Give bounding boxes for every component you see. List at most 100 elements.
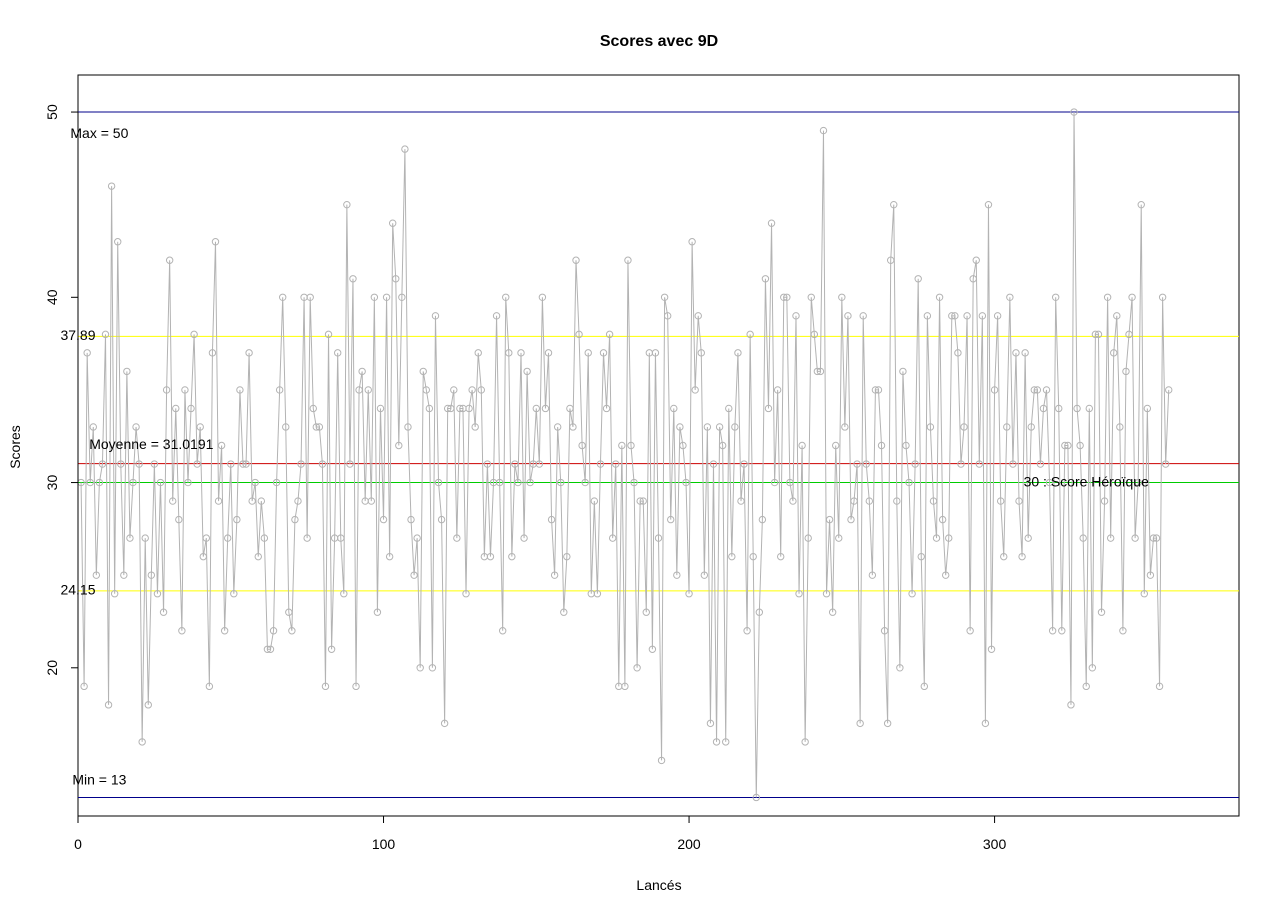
data-point (810, 330, 819, 339)
data-point (92, 571, 101, 579)
data-point (1113, 312, 1121, 320)
data-point (1094, 330, 1103, 339)
data-point (633, 664, 641, 672)
data-point (676, 423, 684, 431)
reference-lines (78, 111, 1239, 798)
data-point (584, 349, 592, 357)
data-point (1064, 441, 1072, 450)
data-point (969, 275, 977, 283)
data-point (712, 738, 721, 746)
data-point (667, 515, 675, 524)
data-point (159, 608, 168, 616)
data-point (926, 423, 935, 431)
data-point (434, 478, 443, 487)
data-point (327, 645, 336, 653)
data-point (1033, 386, 1042, 394)
data-point (107, 182, 116, 190)
data-point (306, 293, 314, 301)
data-point (1165, 386, 1173, 394)
data-point (1149, 534, 1158, 542)
data-point (663, 312, 672, 320)
data-point (395, 441, 403, 450)
data-point (770, 478, 779, 487)
data-point (935, 293, 944, 301)
data-point (349, 275, 357, 283)
data-point (908, 590, 916, 598)
data-point (731, 423, 739, 431)
data-point (422, 386, 430, 394)
data-point (498, 627, 507, 635)
data-point (101, 330, 110, 339)
data-point (1161, 460, 1170, 468)
data-point (468, 386, 476, 394)
data-point (1131, 534, 1139, 542)
data-point (269, 627, 278, 635)
data-point (651, 349, 660, 357)
data-point (722, 738, 730, 746)
data-point (236, 386, 244, 394)
data-point (294, 497, 302, 505)
data-point (978, 312, 987, 320)
data-point (358, 367, 366, 376)
data-point (450, 386, 458, 394)
data-point (165, 256, 174, 264)
data-point (807, 293, 815, 301)
data-point (1073, 404, 1081, 413)
data-point (557, 478, 565, 487)
data-point (569, 423, 577, 431)
data-point (474, 349, 482, 357)
data-point (1009, 460, 1017, 468)
data-point (801, 738, 809, 746)
data-point (126, 534, 134, 542)
data-point (761, 275, 770, 283)
data-point (1137, 200, 1145, 209)
data-point (511, 460, 519, 468)
data-point (1076, 441, 1084, 450)
data-point (905, 478, 913, 487)
data-point (89, 423, 97, 431)
data-point (1128, 293, 1136, 301)
data-point (1091, 330, 1100, 339)
data-point (456, 404, 464, 413)
data-point (523, 367, 531, 376)
data-point (621, 682, 629, 691)
data-point (227, 460, 235, 468)
data-point (890, 200, 898, 209)
data-point (743, 627, 751, 635)
data-point (303, 534, 311, 542)
x-tick-label: 100 (372, 836, 396, 852)
data-point (1119, 627, 1127, 635)
data-point (404, 423, 412, 431)
data-point (764, 404, 773, 413)
data-point (850, 497, 858, 505)
data-point (520, 534, 528, 542)
data-point (660, 293, 669, 301)
data-point (627, 441, 635, 450)
data-point (1015, 497, 1023, 505)
data-point (700, 571, 709, 579)
data-point (575, 330, 583, 339)
data-point (1134, 478, 1142, 487)
annotation-max: Max = 50 (70, 125, 128, 141)
data-point (618, 441, 626, 450)
data-point (477, 386, 485, 394)
annotation-upper: 37.89 (60, 327, 95, 343)
data-point (398, 293, 406, 301)
data-point (370, 293, 379, 301)
data-point (437, 515, 446, 524)
data-point (224, 534, 232, 542)
annotation-heroique: 30 : Score Héroïque (1024, 473, 1150, 489)
data-point (1140, 590, 1148, 598)
data-point (492, 312, 501, 320)
data-point (948, 312, 956, 320)
data-point (385, 552, 394, 561)
data-point (566, 404, 574, 413)
data-point (193, 460, 201, 468)
data-point (838, 293, 846, 301)
data-point (544, 349, 553, 357)
data-point (239, 460, 247, 468)
data-point (923, 312, 932, 320)
data-point (960, 423, 968, 431)
data-point (767, 219, 776, 227)
y-axis-label: Scores (7, 425, 23, 469)
